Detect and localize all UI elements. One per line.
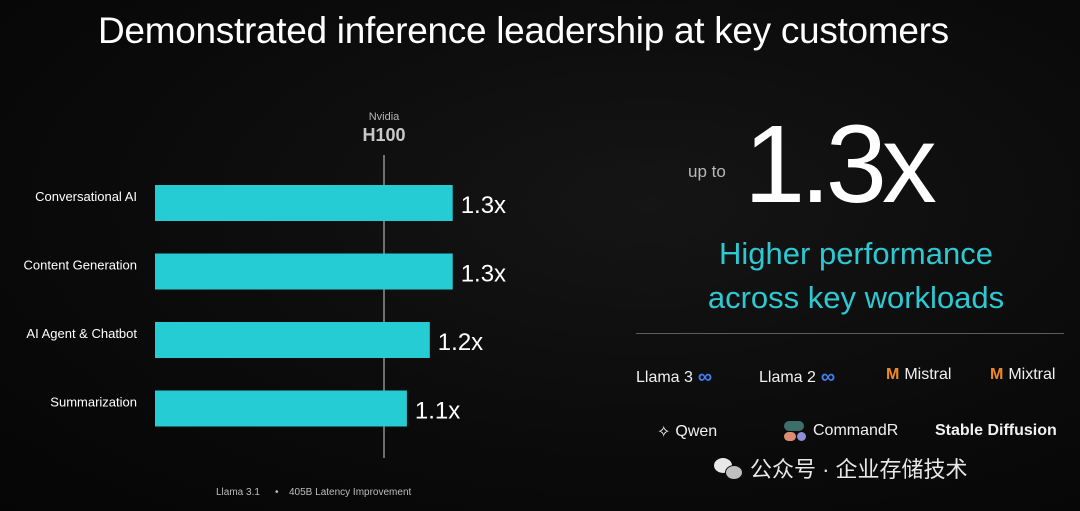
bar bbox=[155, 185, 453, 221]
highlight-tagline: Higher performance across key workloads bbox=[676, 232, 1036, 320]
mistral-m-icon: M bbox=[886, 366, 900, 383]
reference-label-small: Nvidia bbox=[369, 111, 400, 123]
wechat-icon bbox=[714, 456, 743, 480]
footnote-metric: 405B Latency Improvement bbox=[289, 487, 412, 498]
model-logo-llama3: Llama 3 ∞ bbox=[636, 366, 712, 389]
value-label: 1.3x bbox=[461, 192, 506, 219]
highlight-prefix: up to bbox=[688, 162, 726, 181]
model-logo-qwen: ✧ Qwen bbox=[657, 422, 717, 442]
bar bbox=[155, 322, 430, 358]
category-label: AI Agent & Chatbot bbox=[26, 326, 137, 341]
model-name: Stable Diffusion bbox=[935, 422, 1057, 439]
category-label: Conversational AI bbox=[35, 189, 137, 204]
model-name: Mistral bbox=[904, 366, 952, 383]
model-name: Llama 2 bbox=[759, 368, 816, 386]
footnote-model: Llama 3.1 bbox=[216, 487, 260, 498]
model-name: CommandR bbox=[813, 422, 899, 439]
page-title: Demonstrated inference leadership at key… bbox=[98, 10, 949, 51]
model-name: Qwen bbox=[675, 423, 718, 440]
footnote-bullet: • bbox=[275, 487, 279, 498]
value-label: 1.2x bbox=[438, 329, 483, 356]
bar bbox=[155, 253, 453, 290]
qwen-icon: ✧ bbox=[657, 424, 671, 441]
latency-bar-chart: Nvidia H100 Conversational AI 1.3x Content G… bbox=[24, 111, 507, 498]
watermark: 公众号 · 企业存储技术 bbox=[714, 452, 968, 484]
model-name: Mixtral bbox=[1008, 366, 1056, 383]
watermark-text: 公众号 · 企业存储技术 bbox=[750, 457, 968, 482]
highlight-block: up to 1.3x bbox=[686, 110, 1016, 228]
model-logo-llama2: Llama 2 ∞ bbox=[759, 366, 835, 389]
meta-infinity-icon: ∞ bbox=[820, 366, 836, 388]
value-label: 1.1x bbox=[415, 398, 460, 425]
tagline-line-1: Higher performance bbox=[719, 236, 993, 271]
model-name: Llama 3 bbox=[636, 368, 693, 386]
model-logo-stable-diffusion: Stable Diffusion bbox=[935, 422, 1057, 440]
tagline-line-2: across key workloads bbox=[707, 280, 1005, 315]
model-logo-mistral: M Mistral bbox=[886, 366, 951, 384]
mistral-m-icon: M bbox=[990, 366, 1004, 383]
model-logo-commandr: CommandR bbox=[784, 421, 898, 441]
model-logo-mixtral: M Mixtral bbox=[990, 366, 1055, 384]
highlight-value: 1.3x bbox=[744, 103, 937, 226]
category-label: Content Generation bbox=[24, 258, 137, 273]
reference-label-big: H100 bbox=[362, 125, 405, 145]
bar bbox=[155, 390, 407, 427]
commandr-icon bbox=[784, 421, 808, 441]
divider bbox=[636, 333, 1064, 334]
meta-infinity-icon: ∞ bbox=[697, 366, 713, 388]
category-label: Summarization bbox=[50, 395, 137, 410]
value-label: 1.3x bbox=[461, 261, 506, 288]
